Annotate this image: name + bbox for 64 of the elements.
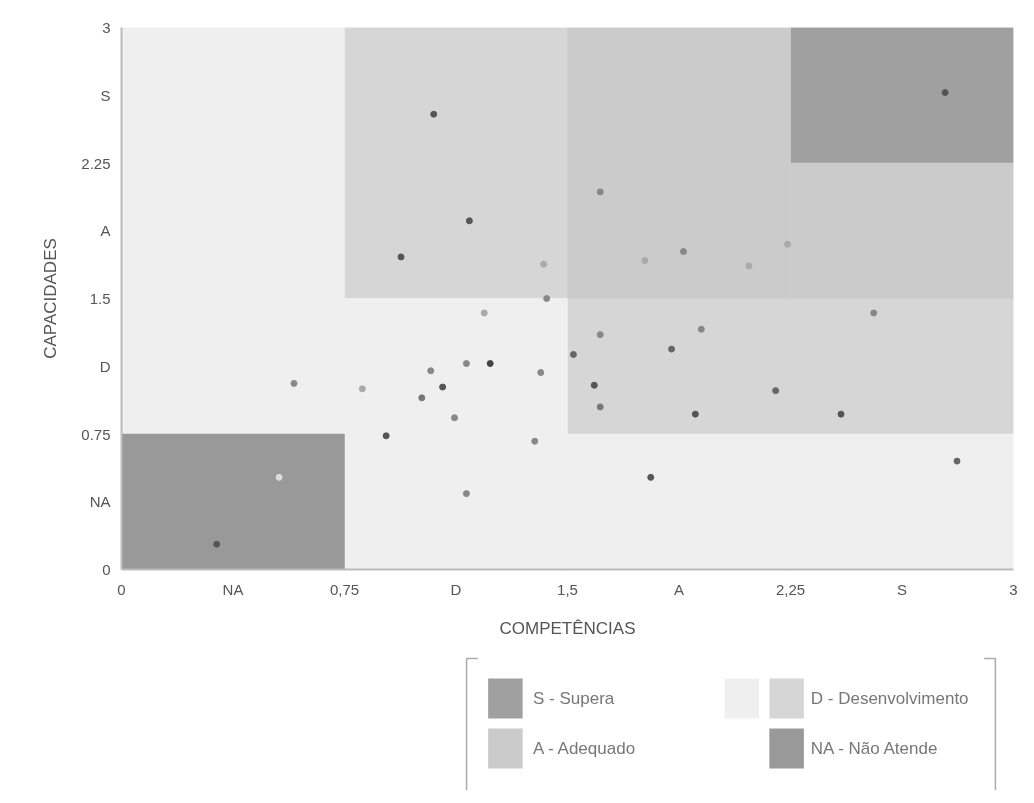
point xyxy=(418,394,426,402)
point xyxy=(596,403,604,411)
y-tick-label: A xyxy=(100,222,111,240)
point xyxy=(537,369,545,377)
x-tick-label: NA xyxy=(222,580,244,598)
point xyxy=(745,262,753,270)
y-tick-label: D xyxy=(99,357,111,375)
point xyxy=(679,248,687,256)
y-tick-label: 3 xyxy=(102,19,111,36)
point xyxy=(543,295,551,302)
x-tick-label: 0 xyxy=(117,580,126,598)
y-tick-label: NA xyxy=(89,493,111,511)
x-tick-label: S xyxy=(897,580,908,598)
point xyxy=(290,379,298,387)
point xyxy=(647,473,655,481)
y-tick-label: 0.75 xyxy=(81,425,111,443)
point xyxy=(772,387,780,395)
x-tick-label: D xyxy=(450,580,462,598)
point xyxy=(784,240,792,248)
y-tick-label: S xyxy=(100,86,111,104)
point xyxy=(941,89,949,97)
point xyxy=(668,345,676,353)
point xyxy=(870,309,878,317)
point xyxy=(439,383,447,391)
y-tick-label: 1.5 xyxy=(89,290,111,307)
x-axis-title: COMPETÊNCIAS xyxy=(499,618,636,638)
point xyxy=(486,360,494,368)
point xyxy=(213,540,221,548)
point xyxy=(382,432,390,440)
point xyxy=(691,410,699,418)
bar xyxy=(790,27,1014,164)
point xyxy=(596,188,604,196)
y-tick-label: 0 xyxy=(102,561,111,578)
point xyxy=(465,217,473,225)
legend-label: S - Supera xyxy=(532,689,615,708)
point xyxy=(641,257,649,265)
point xyxy=(531,437,539,445)
x-tick-label: A xyxy=(674,580,685,598)
point xyxy=(480,309,488,317)
legend-label: D - Desenvolvimento xyxy=(810,689,969,708)
point xyxy=(462,360,470,368)
point xyxy=(540,260,548,268)
point xyxy=(590,381,598,389)
point xyxy=(427,367,435,375)
point xyxy=(569,351,577,358)
point xyxy=(358,385,366,393)
point xyxy=(275,473,283,481)
point xyxy=(462,490,470,498)
x-tick-label: 0,75 xyxy=(329,580,360,598)
bar xyxy=(121,433,345,570)
x-tick-label: 3 xyxy=(1009,580,1018,598)
x-tick-label: 1,5 xyxy=(557,580,578,598)
point xyxy=(837,410,845,418)
y-axis-title: CAPACIDADES xyxy=(41,238,61,359)
point xyxy=(596,331,604,339)
point xyxy=(397,253,405,261)
point xyxy=(430,110,438,118)
point xyxy=(697,325,705,333)
legend-label: NA - Não Atende xyxy=(810,739,938,758)
point xyxy=(953,457,961,465)
legend-label: A - Adequado xyxy=(532,739,636,758)
point xyxy=(451,414,459,422)
y-tick-label: 2.25 xyxy=(81,154,111,172)
x-tick-label: 2,25 xyxy=(775,580,806,598)
